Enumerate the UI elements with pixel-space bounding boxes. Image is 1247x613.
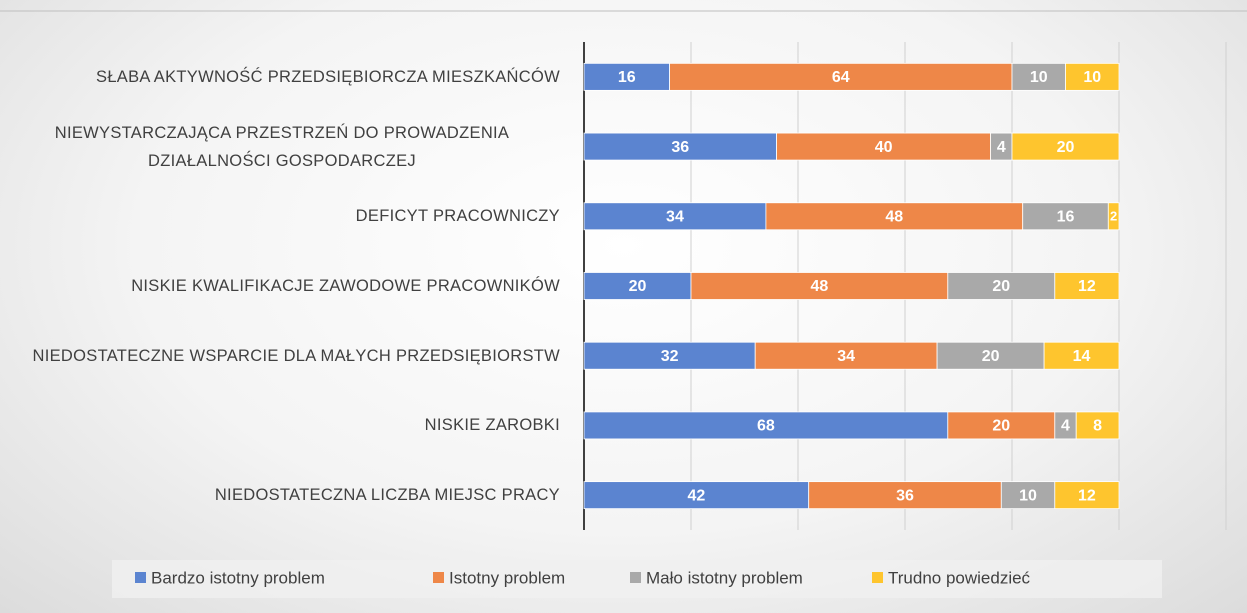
value-label: 20 — [992, 418, 1010, 435]
bar-segment — [583, 411, 949, 440]
legend-label: Istotny problem — [449, 568, 565, 587]
category-label-box: NISKIE KWALIFIKACJE ZAWODOWE PRACOWNIKÓW — [4, 256, 560, 316]
bar-segment — [936, 341, 1045, 370]
bar-segment — [1022, 202, 1109, 231]
value-label: 68 — [757, 418, 775, 435]
bar-segment — [583, 202, 767, 231]
bar-segment — [754, 341, 938, 370]
bar-segment — [765, 202, 1024, 231]
value-label: 20 — [992, 278, 1010, 295]
bar-segment — [583, 272, 692, 300]
value-label: 20 — [629, 278, 647, 295]
category-label: NIEDOSTATECZNA LICZBA MIEJSC PRACY — [214, 486, 560, 505]
legend-label: Trudno powiedzieć — [888, 568, 1031, 587]
value-label: 40 — [875, 139, 893, 156]
bar-segment — [690, 272, 949, 300]
bar-segment — [1043, 341, 1120, 370]
value-label: 20 — [982, 348, 1000, 365]
legend-label: Mało istotny problem — [646, 568, 803, 587]
bar-segment — [808, 481, 1002, 510]
value-label: 12 — [1078, 278, 1096, 295]
value-label: 34 — [666, 209, 684, 226]
category-label-box: NISKIE ZAROBKI — [4, 395, 560, 455]
value-label: 10 — [1083, 69, 1101, 86]
value-label: 20 — [1057, 139, 1075, 156]
legend-swatch — [433, 572, 444, 583]
bar-segment — [583, 132, 778, 161]
value-label: 36 — [896, 487, 914, 504]
category-label-box: NIEWYSTARCZAJĄCA PRZESTRZEŃ DO PROWADZEN… — [4, 117, 560, 177]
category-label: NIEWYSTARCZAJĄCA PRZESTRZEŃ DO PROWADZEN… — [54, 123, 510, 170]
bar-segment — [1075, 411, 1120, 440]
value-label: 8 — [1093, 418, 1102, 435]
bar-segment — [1065, 62, 1120, 91]
value-label: 10 — [1019, 487, 1037, 504]
legend-swatch — [135, 572, 146, 583]
bar-segment — [776, 132, 991, 161]
value-label: 16 — [618, 69, 636, 86]
category-label: NISKIE ZAROBKI — [424, 416, 560, 435]
category-label-box: DEFICYT PRACOWNICZY — [4, 186, 560, 246]
value-label: 36 — [671, 139, 689, 156]
bar-segment — [1011, 132, 1120, 161]
value-label: 4 — [997, 139, 1006, 156]
category-label-box: NIEDOSTATECZNA LICZBA MIEJSC PRACY — [4, 465, 560, 525]
value-label: 4 — [1061, 418, 1070, 435]
bar-segment — [583, 341, 756, 370]
bar-segment — [1107, 202, 1120, 231]
value-label: 34 — [837, 348, 855, 365]
value-label: 14 — [1073, 348, 1091, 365]
category-label: NIEDOSTATECZNE WSPARCIE DLA MAŁYCH PRZED… — [32, 346, 560, 365]
value-label: 12 — [1078, 487, 1096, 504]
value-label: 64 — [832, 69, 850, 86]
value-label: 2 — [1110, 209, 1117, 224]
value-label: 16 — [1057, 209, 1075, 226]
legend-label: Bardzo istotny problem — [151, 568, 325, 587]
bar-segment — [669, 62, 1013, 91]
bar-segment — [1054, 272, 1120, 300]
legend-swatch — [630, 572, 641, 583]
bar-segment — [583, 62, 670, 91]
category-label-box: SŁABA AKTYWNOŚĆ PRZEDSIĘBIORCZA MIESZKAŃ… — [4, 47, 560, 107]
value-label: 48 — [885, 209, 903, 226]
value-label: 10 — [1030, 69, 1048, 86]
value-label: 42 — [687, 487, 705, 504]
category-label: SŁABA AKTYWNOŚĆ PRZEDSIĘBIORCZA MIESZKAŃ… — [96, 67, 560, 86]
legend-swatch — [872, 572, 883, 583]
category-label: NISKIE KWALIFIKACJE ZAWODOWE PRACOWNIKÓW — [131, 277, 560, 295]
bar-segment — [1011, 62, 1066, 91]
category-label: DEFICYT PRACOWNICZY — [355, 207, 560, 226]
value-label: 32 — [661, 348, 679, 365]
value-label: 48 — [811, 278, 829, 295]
bar-segment — [1054, 481, 1120, 510]
category-label-box: NIEDOSTATECZNE WSPARCIE DLA MAŁYCH PRZED… — [4, 326, 560, 386]
